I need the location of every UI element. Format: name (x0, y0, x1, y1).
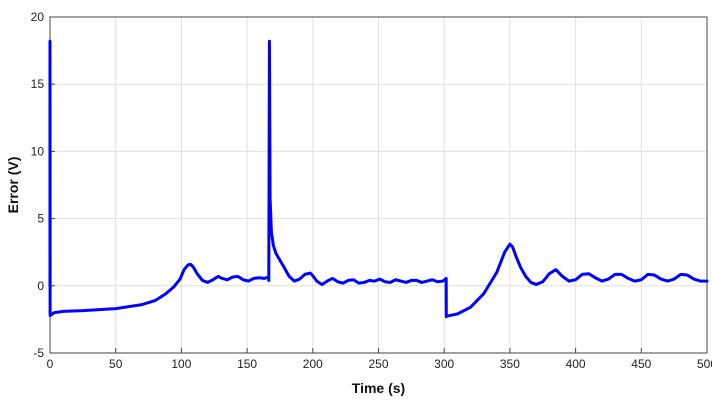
y-tick-label: 0 (37, 279, 44, 293)
error-series-line (48, 39, 709, 319)
x-tick-label: 400 (566, 357, 586, 371)
y-tick-label: 10 (31, 144, 45, 158)
x-axis-title: Time (s) (352, 380, 405, 396)
y-tick-label: 15 (31, 77, 45, 91)
x-tick-label: 250 (368, 357, 388, 371)
y-tick-label: 5 (37, 212, 44, 226)
x-tick-label: 350 (500, 357, 520, 371)
x-tick-label: 150 (237, 357, 257, 371)
x-tick-label: 500 (697, 357, 712, 371)
x-tick-label: 0 (47, 357, 54, 371)
y-axis-title: Error (V) (5, 157, 21, 214)
x-tick-label: 300 (434, 357, 454, 371)
y-tick-label: -5 (33, 346, 44, 360)
x-tick-label: 200 (303, 357, 323, 371)
x-tick-label: 100 (171, 357, 191, 371)
x-tick-label: 450 (631, 357, 651, 371)
x-tick-label: 50 (109, 357, 123, 371)
y-tick-label: 20 (31, 10, 45, 24)
